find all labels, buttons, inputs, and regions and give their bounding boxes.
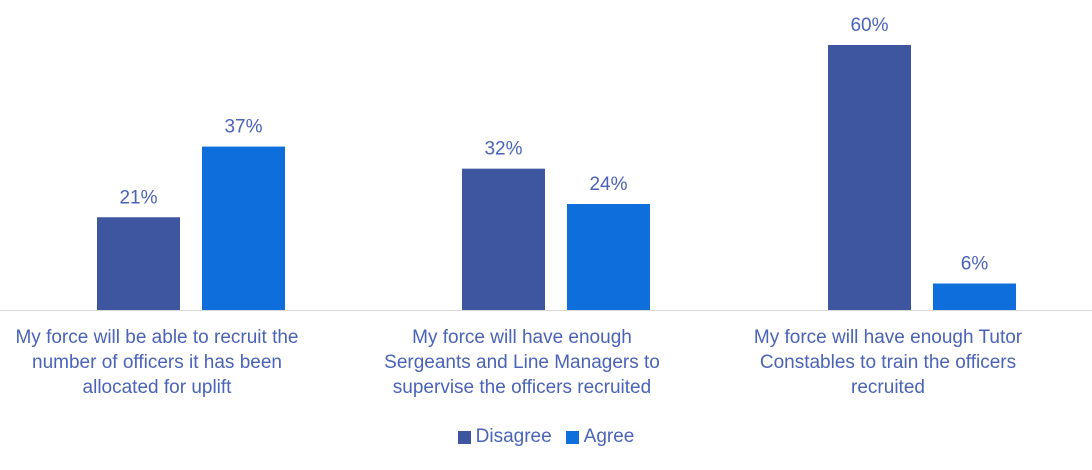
- category-label-3: My force will have enough Tutor Constabl…: [753, 327, 1023, 398]
- data-label-disagree-1: 21%: [119, 187, 157, 208]
- bar-disagree-3: [828, 45, 911, 310]
- bar-agree-1: [202, 146, 285, 310]
- bar-agree-2: [567, 204, 650, 310]
- legend-swatch-agree: [565, 430, 579, 444]
- data-label-agree-1: 37%: [224, 117, 262, 138]
- legend-item-disagree: Disagree: [457, 426, 552, 448]
- legend-label-disagree: Disagree: [475, 426, 552, 447]
- category-label-2: My force will have enough Sergeants and …: [384, 327, 660, 398]
- data-label-agree-3: 6%: [961, 254, 989, 275]
- category-label-1: My force will be able to recruit the num…: [15, 327, 299, 398]
- bar-agree-3: [933, 283, 1016, 310]
- legend-swatch-disagree: [457, 430, 471, 444]
- legend-label-agree: Agree: [583, 426, 635, 447]
- bar-disagree-2: [462, 168, 545, 310]
- data-label-disagree-2: 32%: [484, 139, 522, 160]
- data-label-agree-2: 24%: [589, 174, 627, 195]
- data-label-disagree-3: 60%: [850, 15, 888, 36]
- bar-disagree-1: [97, 217, 180, 310]
- legend: Disagree Agree: [0, 426, 1092, 448]
- legend-item-agree: Agree: [565, 426, 635, 448]
